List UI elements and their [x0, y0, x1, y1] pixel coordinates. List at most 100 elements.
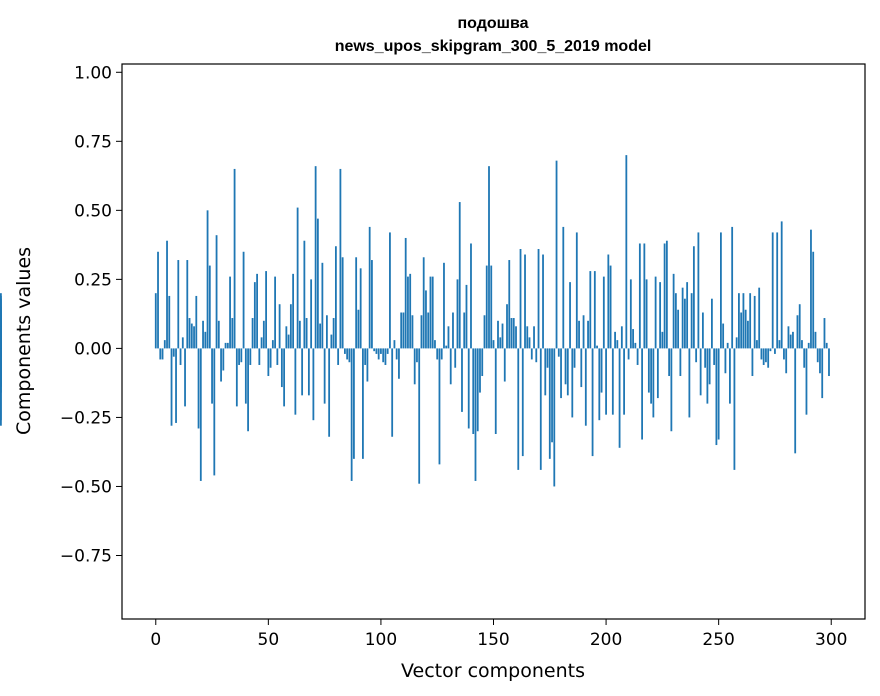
bar — [341, 257, 344, 349]
bar — [301, 348, 304, 396]
bar — [479, 348, 481, 393]
x-tick-label: 200 — [590, 630, 622, 650]
bar — [656, 348, 659, 399]
bar — [260, 337, 263, 349]
bar — [481, 348, 484, 377]
bar — [690, 293, 693, 349]
bar — [699, 348, 702, 396]
bar — [280, 348, 283, 388]
bar — [780, 221, 783, 349]
bar — [620, 326, 623, 349]
bar — [807, 342, 810, 349]
bar — [692, 246, 695, 349]
bar — [344, 348, 346, 354]
bar — [217, 320, 220, 349]
bar — [353, 348, 355, 459]
bar — [449, 348, 452, 385]
bar — [355, 257, 358, 349]
bar — [215, 235, 218, 349]
y-tick-label: −0.25 — [60, 408, 112, 428]
bar — [562, 226, 565, 349]
bar — [366, 348, 369, 382]
bar — [362, 348, 364, 459]
bar — [443, 262, 445, 349]
x-tick-label: 50 — [258, 630, 280, 650]
bar — [357, 309, 360, 349]
bar — [393, 340, 396, 349]
bar — [425, 290, 427, 349]
bar — [494, 348, 497, 434]
bar — [346, 348, 349, 360]
bar — [508, 260, 511, 349]
bar — [722, 323, 725, 349]
bar — [602, 276, 605, 349]
bar — [422, 257, 425, 349]
bar — [168, 295, 171, 349]
bar — [321, 262, 324, 349]
bar — [240, 348, 243, 363]
bar — [184, 348, 186, 407]
bar — [316, 218, 319, 349]
bar — [292, 273, 295, 349]
bar — [503, 348, 506, 382]
bar — [386, 348, 389, 354]
y-axis: −0.75 −0.50 −0.25 0.00 0.25 0.50 0.75 1.00 — [60, 63, 122, 566]
bar — [548, 348, 551, 459]
bar — [289, 304, 292, 349]
bar — [202, 320, 204, 349]
bar — [580, 348, 583, 388]
bar — [364, 348, 367, 365]
bar — [166, 240, 168, 349]
bar — [686, 282, 689, 349]
bar — [371, 260, 373, 349]
bar — [731, 226, 734, 349]
bar — [434, 340, 436, 349]
bar — [677, 309, 680, 349]
bar — [582, 315, 585, 349]
bar — [767, 348, 770, 368]
bar — [157, 251, 159, 349]
bar — [789, 334, 792, 349]
bar — [821, 348, 824, 399]
bar — [235, 348, 238, 407]
bar — [492, 340, 495, 349]
bar — [596, 345, 598, 349]
bar — [663, 243, 666, 349]
x-axis: 0 50 100 150 200 250 300 — [150, 619, 847, 650]
bar — [456, 279, 459, 349]
bar — [400, 312, 403, 349]
bar — [539, 348, 542, 470]
bar — [618, 348, 621, 448]
bar — [798, 304, 801, 349]
bar — [208, 265, 211, 349]
bar — [825, 342, 828, 349]
bar — [679, 348, 682, 377]
bar — [544, 348, 547, 396]
bar — [652, 348, 655, 418]
bar — [413, 348, 416, 385]
bar — [760, 348, 763, 360]
bar — [262, 320, 265, 349]
bar — [778, 340, 781, 349]
bar — [328, 348, 331, 437]
bar — [726, 342, 729, 349]
bar — [751, 348, 754, 377]
bar — [528, 337, 531, 349]
bar — [177, 260, 180, 349]
bar — [769, 348, 772, 352]
bar — [668, 348, 671, 377]
bar — [483, 315, 486, 349]
bar — [715, 348, 718, 446]
x-tick-label: 100 — [365, 630, 397, 650]
bar — [407, 276, 409, 349]
bar — [810, 229, 812, 349]
x-tick-label: 300 — [815, 630, 847, 650]
bar — [659, 282, 662, 349]
bar — [163, 340, 166, 349]
bar — [213, 348, 216, 476]
bar — [497, 320, 499, 349]
bar — [294, 348, 297, 415]
bars-group — [0, 155, 830, 487]
bar — [323, 348, 326, 404]
bar — [553, 348, 556, 487]
